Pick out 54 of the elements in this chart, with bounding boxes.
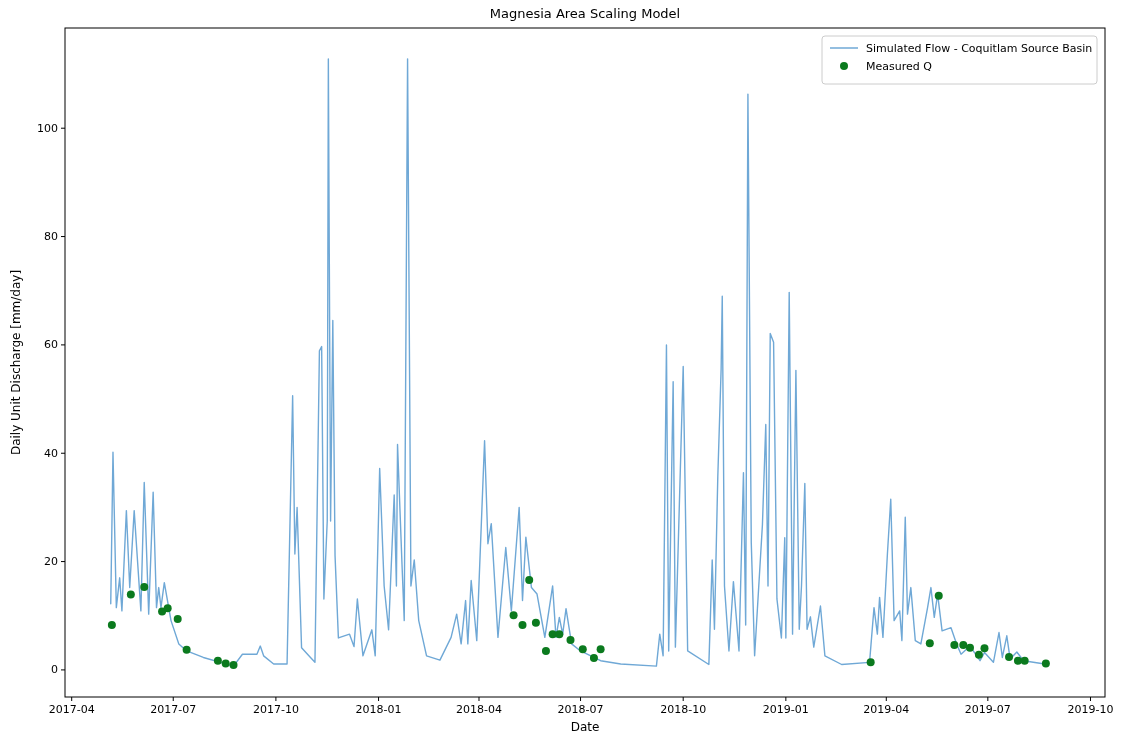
x-tick-label: 2019-04 — [863, 703, 910, 716]
x-tick-label: 2018-04 — [456, 703, 502, 716]
point — [555, 630, 564, 639]
x-tick-label: 2017-04 — [48, 703, 95, 716]
point — [566, 636, 575, 645]
point — [925, 639, 934, 648]
y-tick-label: 60 — [44, 338, 58, 352]
point — [866, 658, 875, 667]
y-tick-label: 20 — [44, 555, 58, 569]
y-tick-label: 100 — [37, 121, 58, 135]
x-tick-label: 2019-07 — [964, 703, 1011, 716]
y-tick-label: 80 — [44, 230, 58, 244]
point — [163, 604, 172, 613]
point — [107, 620, 116, 629]
y-tick-label: 40 — [44, 446, 58, 460]
point — [965, 643, 974, 652]
x-tick-label: 2019-10 — [1067, 703, 1114, 716]
point — [525, 575, 534, 584]
point — [974, 650, 983, 659]
point — [589, 654, 598, 662]
point — [182, 645, 191, 654]
point — [1020, 656, 1029, 665]
point — [541, 646, 550, 655]
point — [213, 656, 222, 665]
point — [126, 590, 135, 599]
point — [1041, 659, 1050, 668]
x-tick-label: 2018-10 — [660, 703, 707, 716]
point — [518, 620, 527, 629]
x-tick-label: 2018-01 — [355, 703, 402, 716]
y-tick-label: 0 — [51, 663, 58, 677]
point — [959, 641, 968, 649]
point — [950, 641, 959, 649]
legend-label: Simulated Flow - Coquitlam Source Basin — [866, 42, 1093, 55]
point — [934, 591, 943, 600]
legend-label: Measured Q — [866, 60, 933, 73]
y-axis-title: Daily Unit Discharge [mm/day] — [9, 269, 23, 456]
point — [980, 644, 989, 653]
point — [229, 661, 238, 670]
x-tick-label: 2017-10 — [252, 703, 299, 716]
point — [596, 645, 605, 654]
x-tick-label: 2018-07 — [557, 703, 604, 716]
point — [221, 659, 230, 668]
chart-title: Magnesia Area Scaling Model — [489, 6, 681, 21]
point — [548, 630, 557, 639]
point — [578, 645, 587, 654]
point — [509, 611, 518, 620]
x-axis-title: Date — [570, 720, 600, 734]
point — [1005, 652, 1014, 661]
x-tick-label: 2019-01 — [762, 703, 809, 716]
x-tick-label: 2017-07 — [150, 703, 197, 716]
point — [173, 615, 182, 623]
point — [140, 583, 149, 592]
point — [1013, 656, 1022, 665]
point — [531, 618, 540, 627]
